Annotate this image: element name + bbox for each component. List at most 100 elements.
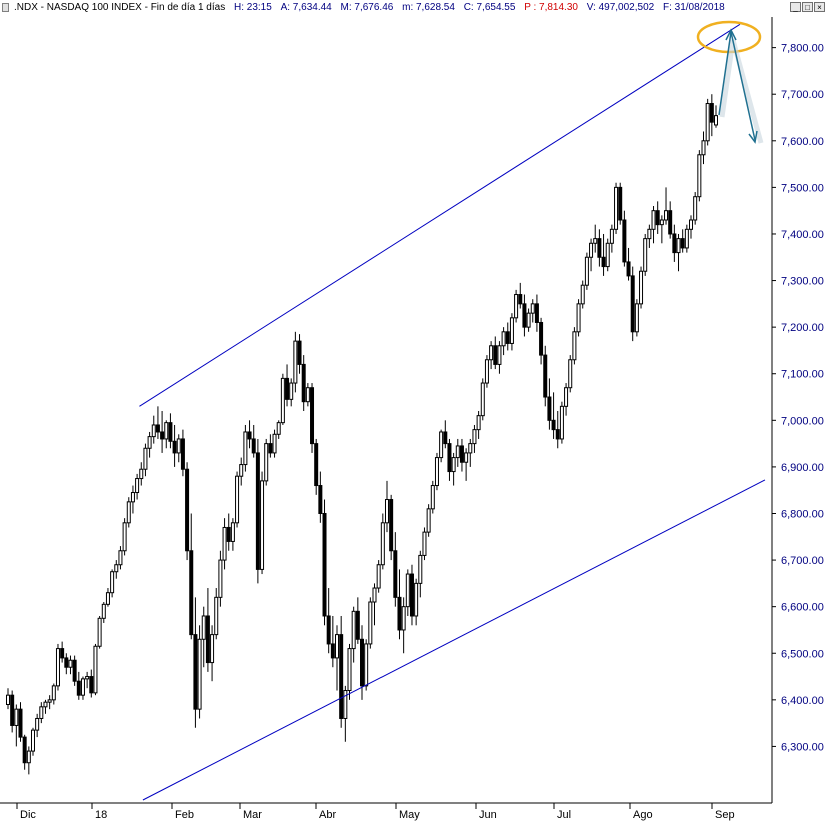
- time-label: H: 23:15: [233, 2, 272, 13]
- candle-body-up: [151, 424, 156, 438]
- candle-body-up: [372, 587, 377, 603]
- candle-body-up: [593, 238, 598, 244]
- candle: [601, 233, 606, 276]
- candle: [414, 578, 419, 626]
- candle-body-up: [647, 228, 652, 240]
- candle: [564, 383, 569, 416]
- candle: [60, 641, 65, 663]
- candle: [484, 355, 489, 388]
- candle-body-up: [564, 387, 569, 407]
- candle: [430, 480, 435, 514]
- candle: [614, 182, 619, 234]
- candle-body-up: [239, 464, 244, 477]
- candle-body-up: [368, 601, 373, 645]
- candle-body-up: [422, 531, 427, 556]
- candle: [185, 462, 190, 561]
- candle: [443, 420, 448, 449]
- candle-body-up: [634, 303, 639, 333]
- candle: [130, 485, 135, 514]
- candle: [530, 299, 535, 323]
- candle-body-down: [205, 615, 210, 664]
- candle: [468, 438, 473, 467]
- candle: [643, 233, 648, 276]
- candle-body-down: [709, 103, 714, 123]
- candle-body-down: [626, 261, 631, 277]
- annotation-group: [696, 20, 764, 144]
- candle-body-down: [318, 485, 323, 514]
- y-tick-label: 7,700.00: [781, 89, 824, 101]
- candle-body-up: [605, 242, 610, 268]
- maximize-icon[interactable]: □: [802, 2, 813, 12]
- candle-body-down: [10, 694, 15, 726]
- y-tick-label: 7,200.00: [781, 322, 824, 334]
- candle-body-down: [505, 331, 510, 344]
- candle: [30, 727, 35, 756]
- candle: [497, 341, 502, 374]
- candle: [64, 653, 69, 675]
- candle: [80, 676, 85, 700]
- candle: [301, 355, 306, 411]
- y-tick-label: 7,300.00: [781, 276, 824, 288]
- candle: [464, 448, 469, 481]
- candle-body-down: [443, 431, 448, 445]
- candle-body-up: [514, 294, 519, 319]
- candle-body-down: [251, 438, 256, 454]
- candle-body-down: [672, 233, 677, 254]
- candle-body-up: [701, 140, 706, 156]
- candle: [105, 588, 110, 607]
- close-icon[interactable]: ×: [814, 2, 825, 12]
- candle: [505, 322, 510, 351]
- candle-body-down: [630, 275, 635, 333]
- candle: [680, 229, 685, 253]
- candle-body-up: [55, 648, 60, 687]
- y-tick-label: 7,000.00: [781, 415, 824, 427]
- candle-body-down: [326, 615, 331, 645]
- candle-body-down: [268, 443, 273, 454]
- candle-body-down: [314, 443, 319, 487]
- candle-body-up: [272, 433, 277, 454]
- candle: [6, 688, 10, 710]
- candle: [547, 378, 552, 430]
- y-tick-label: 7,500.00: [781, 182, 824, 194]
- candle-body-down: [409, 573, 414, 617]
- candle-body-down: [447, 443, 452, 473]
- candle: [260, 471, 265, 575]
- candles-group: [6, 94, 718, 775]
- volume-value: V: 497,002,502: [586, 2, 655, 13]
- candle: [160, 411, 165, 453]
- close-value: C: 7,654.55: [463, 2, 516, 13]
- candle: [180, 429, 185, 477]
- candle: [376, 560, 381, 593]
- candle: [280, 373, 285, 425]
- candle-body-up: [222, 526, 227, 561]
- candle: [668, 201, 673, 239]
- candle-body-up: [6, 694, 10, 705]
- candle: [14, 704, 19, 747]
- candle-body-up: [235, 475, 240, 524]
- window-menu-icon[interactable]: [2, 3, 9, 12]
- candle-body-up: [401, 606, 406, 631]
- candle-body-up: [30, 729, 35, 752]
- upper-trendline[interactable]: [139, 23, 741, 407]
- candle-body-up: [705, 103, 710, 142]
- minimize-icon[interactable]: _: [790, 2, 801, 12]
- candle-body-up: [639, 270, 644, 305]
- lower-trendline[interactable]: [142, 479, 766, 801]
- candle: [343, 685, 348, 742]
- candle-body-up: [568, 359, 573, 389]
- candle-body-up: [122, 522, 127, 552]
- candle-body-up: [380, 522, 385, 566]
- candle-body-up: [676, 238, 681, 254]
- y-tick-label: 7,600.00: [781, 136, 824, 148]
- candle-body-up: [230, 522, 235, 542]
- arrow-head-up: [725, 28, 737, 41]
- candle-body-up: [580, 284, 585, 305]
- candle-body-up: [135, 478, 140, 494]
- candle: [214, 588, 219, 640]
- y-tick-label: 7,400.00: [781, 229, 824, 241]
- candle-body-down: [18, 708, 23, 738]
- candle-body-up: [530, 303, 535, 314]
- candle-body-up: [130, 492, 135, 503]
- candle: [555, 411, 560, 449]
